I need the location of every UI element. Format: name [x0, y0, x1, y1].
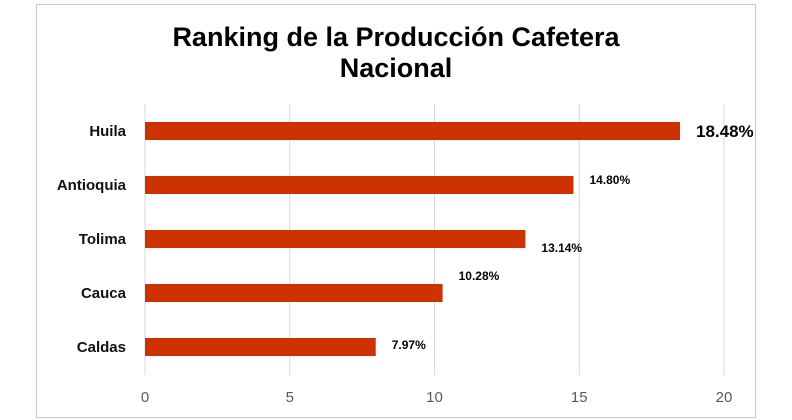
chart-title-line-2: Nacional	[340, 53, 453, 83]
category-label-cauca: Cauca	[81, 285, 127, 302]
data-label-caldas: 7.97%	[392, 338, 426, 352]
x-tick-label: 10	[426, 389, 443, 406]
x-tick-label: 5	[286, 389, 294, 406]
data-label-tolima: 13.14%	[541, 241, 582, 255]
data-label-cauca: 10.28%	[459, 269, 500, 283]
chart-title: Ranking de la Producción Cafetera Nacion…	[172, 22, 620, 83]
bar-cauca	[145, 284, 443, 302]
bar-antioquia	[145, 176, 574, 194]
bars	[145, 122, 680, 356]
category-axis: Huila Antioquia Tolima Cauca Caldas	[57, 123, 127, 356]
data-labels: 18.48% 14.80% 13.14% 10.28% 7.97%	[392, 122, 754, 352]
category-label-tolima: Tolima	[79, 231, 127, 248]
category-label-antioquia: Antioquia	[57, 177, 127, 194]
x-tick-label: 20	[716, 389, 733, 406]
x-tick-label: 0	[141, 389, 149, 406]
bar-caldas	[145, 338, 376, 356]
category-label-caldas: Caldas	[77, 339, 126, 356]
bar-tolima	[145, 230, 526, 248]
category-label-huila: Huila	[89, 123, 126, 140]
x-tick-label: 15	[571, 389, 588, 406]
data-label-huila: 18.48%	[696, 122, 754, 141]
data-label-antioquia: 14.80%	[589, 173, 630, 187]
chart-title-line-1: Ranking de la Producción Cafetera	[172, 22, 620, 52]
value-axis: 0 5 10 15 20	[141, 389, 733, 406]
bar-huila	[145, 122, 680, 140]
